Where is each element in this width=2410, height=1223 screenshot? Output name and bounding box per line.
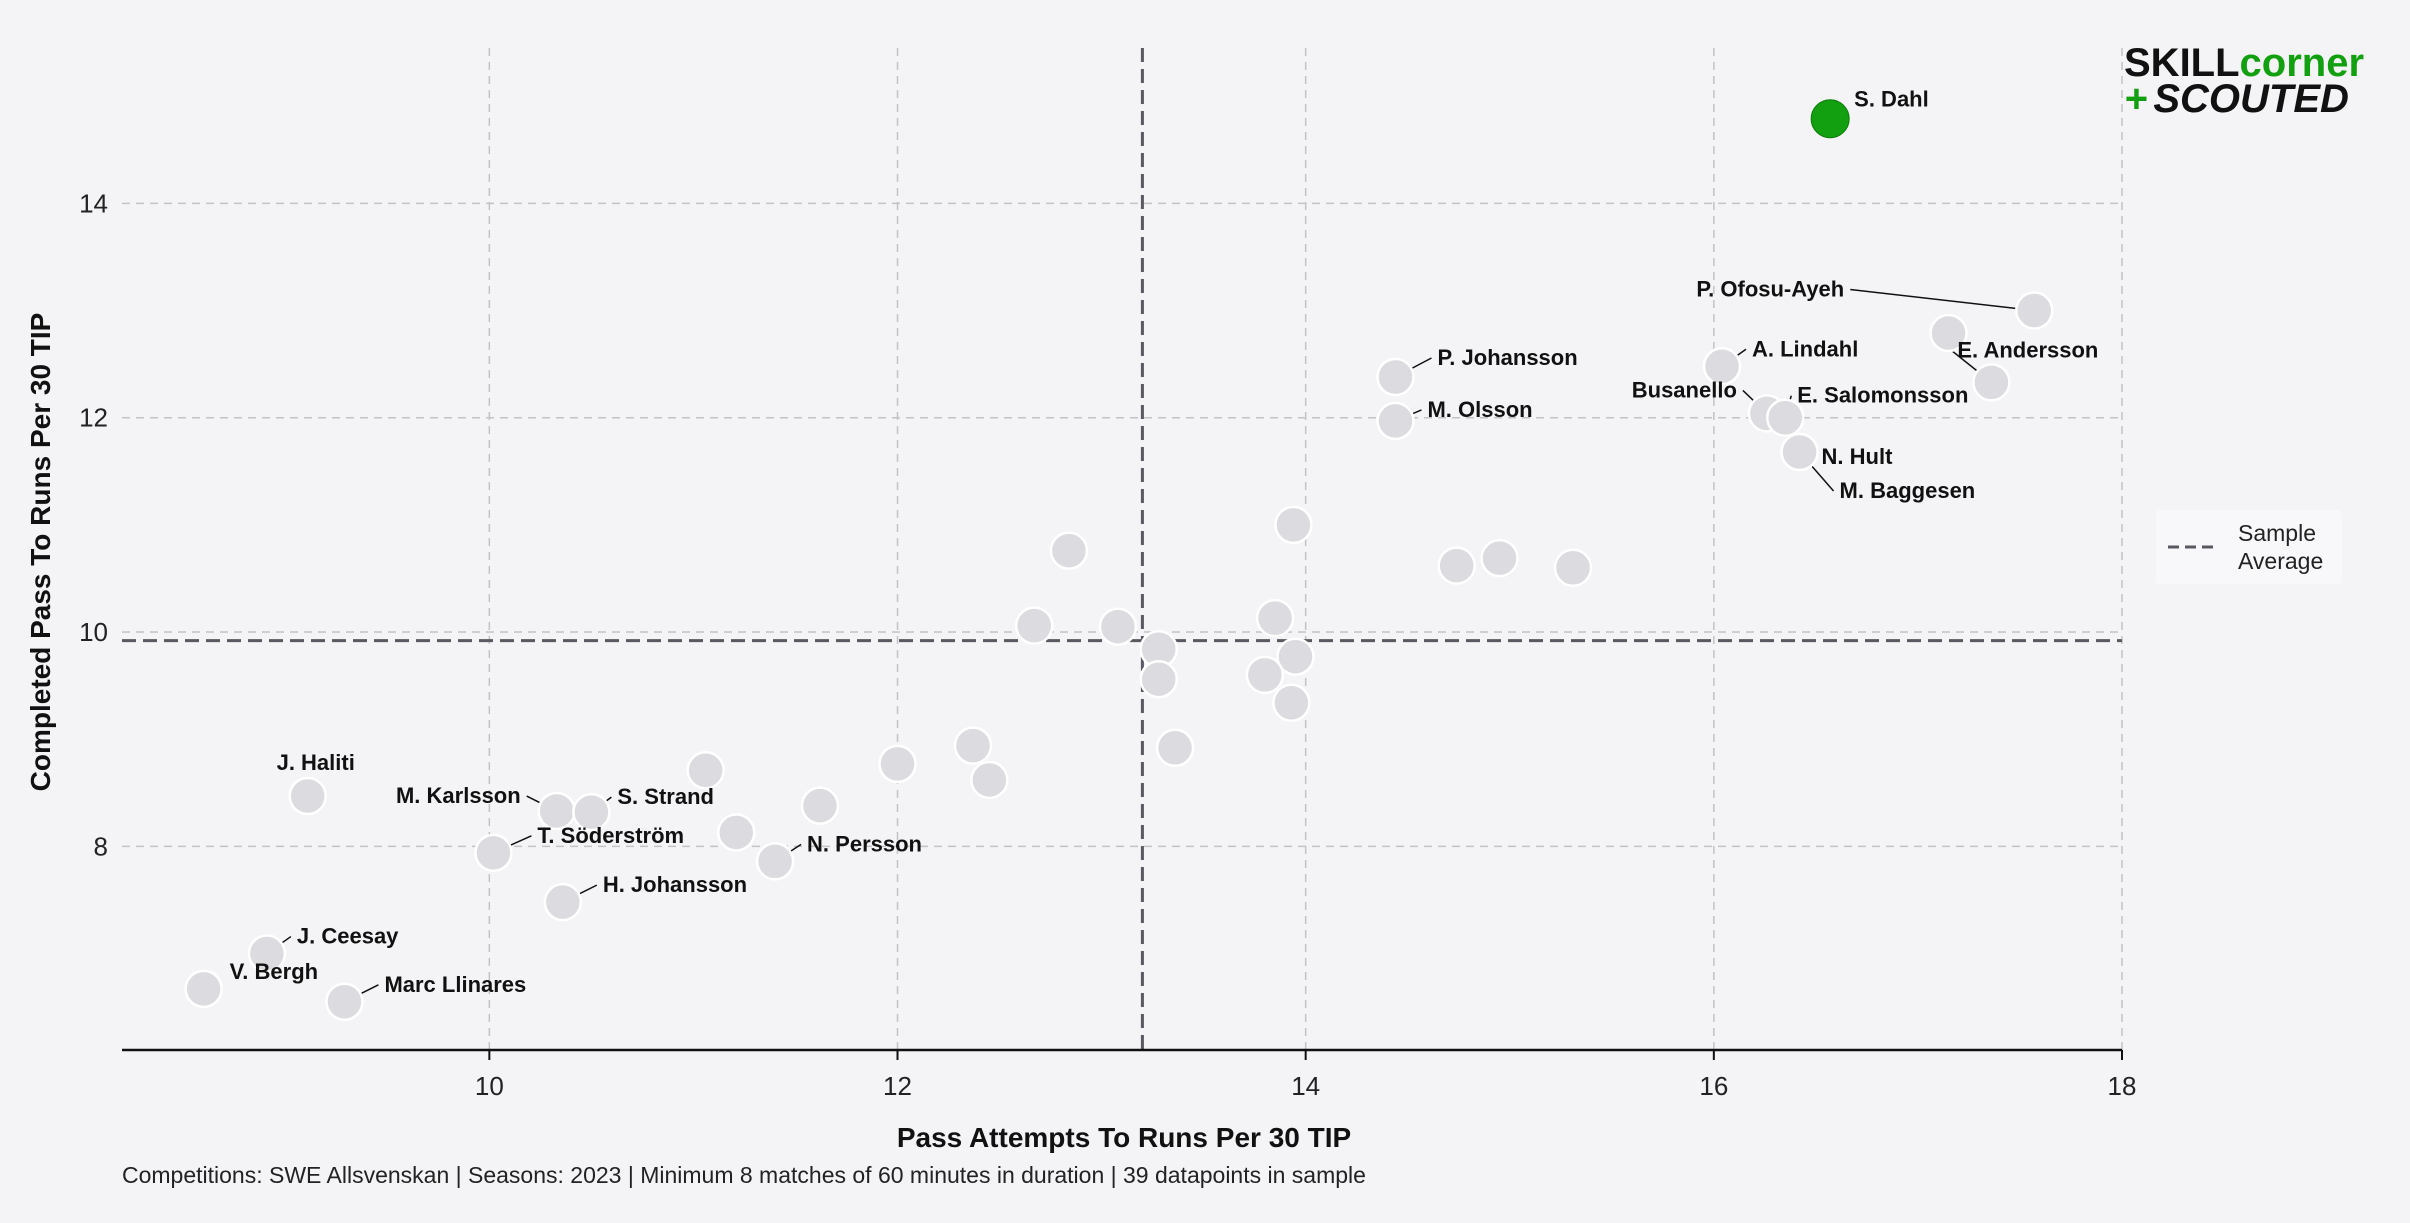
- data-point: [1376, 401, 1415, 441]
- data-point: [878, 744, 917, 784]
- brand-skill: SKILL: [2124, 41, 2240, 85]
- x-tick-label: 14: [1291, 1071, 1320, 1101]
- data-point: [1155, 728, 1195, 768]
- data-point: [1553, 548, 1593, 588]
- point-labels: S. Dahl P. Ofosu-Ayeh E. Andersson A. Linda…: [230, 87, 2099, 997]
- data-point: [1929, 313, 1968, 353]
- point-label: P. Johansson: [1437, 345, 1577, 370]
- legend-label-line1: Sample: [2238, 520, 2316, 546]
- point-label: A. Lindahl: [1752, 336, 1858, 361]
- data-point: [543, 882, 583, 922]
- brand-corner: corner: [2240, 41, 2365, 85]
- data-point: [1376, 357, 1415, 397]
- data-point: [1139, 659, 1178, 699]
- data-point: [1780, 432, 1819, 472]
- data-point: [2014, 291, 2054, 330]
- y-tick-label: 10: [79, 617, 108, 647]
- point-label: N. Hult: [1822, 444, 1894, 469]
- point-label: M. Olsson: [1427, 397, 1532, 422]
- x-tick-label: 12: [883, 1071, 912, 1101]
- data-point: [247, 934, 287, 973]
- data-point: [1276, 637, 1315, 676]
- data-point: [325, 982, 364, 1022]
- data-point: [1245, 655, 1285, 695]
- y-tick-label: 12: [79, 403, 108, 433]
- point-label: P. Ofosu-Ayeh: [1696, 277, 1844, 302]
- data-point: [1098, 607, 1138, 646]
- data-point: [474, 833, 513, 873]
- point-label: V. Bergh: [230, 959, 318, 984]
- data-point-highlighted: [1810, 99, 1850, 139]
- x-axis-title: Pass Attempts To Runs Per 30 TIP: [897, 1122, 1351, 1153]
- y-tick-label: 8: [94, 831, 108, 861]
- point-label: H. Johansson: [603, 872, 747, 897]
- data-point: [1255, 598, 1295, 638]
- x-tick-label: 10: [475, 1071, 504, 1101]
- point-label: Marc Llinares: [384, 972, 526, 997]
- data-point: [1049, 531, 1089, 570]
- data-point: [1014, 606, 1054, 645]
- data-point: [572, 792, 611, 832]
- axes: 10 12 14 16 18 8 10 12 14: [79, 188, 2136, 1101]
- data-point: [686, 751, 725, 790]
- brand-logo: SKILLcorner + SCOUTED: [2124, 41, 2364, 121]
- x-tick-label: 16: [1699, 1071, 1728, 1101]
- point-label: Busanello: [1632, 377, 1737, 402]
- y-tick-label: 14: [79, 188, 108, 218]
- point-label: T. Söderström: [537, 823, 684, 848]
- legend: Sample Average: [2156, 510, 2342, 584]
- point-label: M. Karlsson: [396, 783, 521, 808]
- legend-box: [2156, 510, 2342, 584]
- footnote: Competitions: SWE Allsvenskan | Seasons:…: [122, 1162, 1366, 1188]
- data-point: [1437, 546, 1476, 585]
- data-point: [970, 760, 1009, 800]
- data-point: [1272, 683, 1311, 723]
- legend-label-line2: Average: [2238, 548, 2323, 574]
- x-tick-label: 18: [2108, 1071, 2137, 1101]
- y-axis-title: Completed Pass To Runs Per 30 TIP: [25, 313, 56, 792]
- data-point: [800, 786, 840, 825]
- data-point: [1766, 398, 1805, 437]
- data-point: [288, 776, 327, 816]
- data-point: [1274, 505, 1313, 545]
- point-label: S. Strand: [617, 784, 714, 809]
- point-label: J. Haliti: [277, 750, 355, 775]
- point-label: J. Ceesay: [297, 924, 399, 949]
- brand-line1: SKILLcorner: [2124, 41, 2364, 85]
- data-point: [184, 969, 223, 1009]
- data-point: [1480, 538, 1519, 578]
- data-point: [1972, 363, 2011, 402]
- brand-line2: + SCOUTED: [2124, 77, 2349, 121]
- point-label: N. Persson: [807, 831, 922, 856]
- data-point: [755, 842, 795, 881]
- label-leader-line: [1850, 288, 2035, 312]
- grid-lines: [122, 48, 2123, 1050]
- sample-average-lines: [122, 48, 2122, 1050]
- data-point: [717, 813, 756, 852]
- data-point: [1702, 347, 1742, 386]
- point-label: S. Dahl: [1854, 87, 1929, 112]
- brand-scouted: SCOUTED: [2153, 77, 2349, 121]
- point-label: M. Baggesen: [1840, 478, 1976, 503]
- brand-plus: +: [2124, 77, 2147, 121]
- point-label: E. Andersson: [1957, 337, 2098, 362]
- data-point: [953, 726, 993, 765]
- data-points: [184, 99, 2054, 1022]
- point-label: E. Salomonsson: [1797, 383, 1968, 408]
